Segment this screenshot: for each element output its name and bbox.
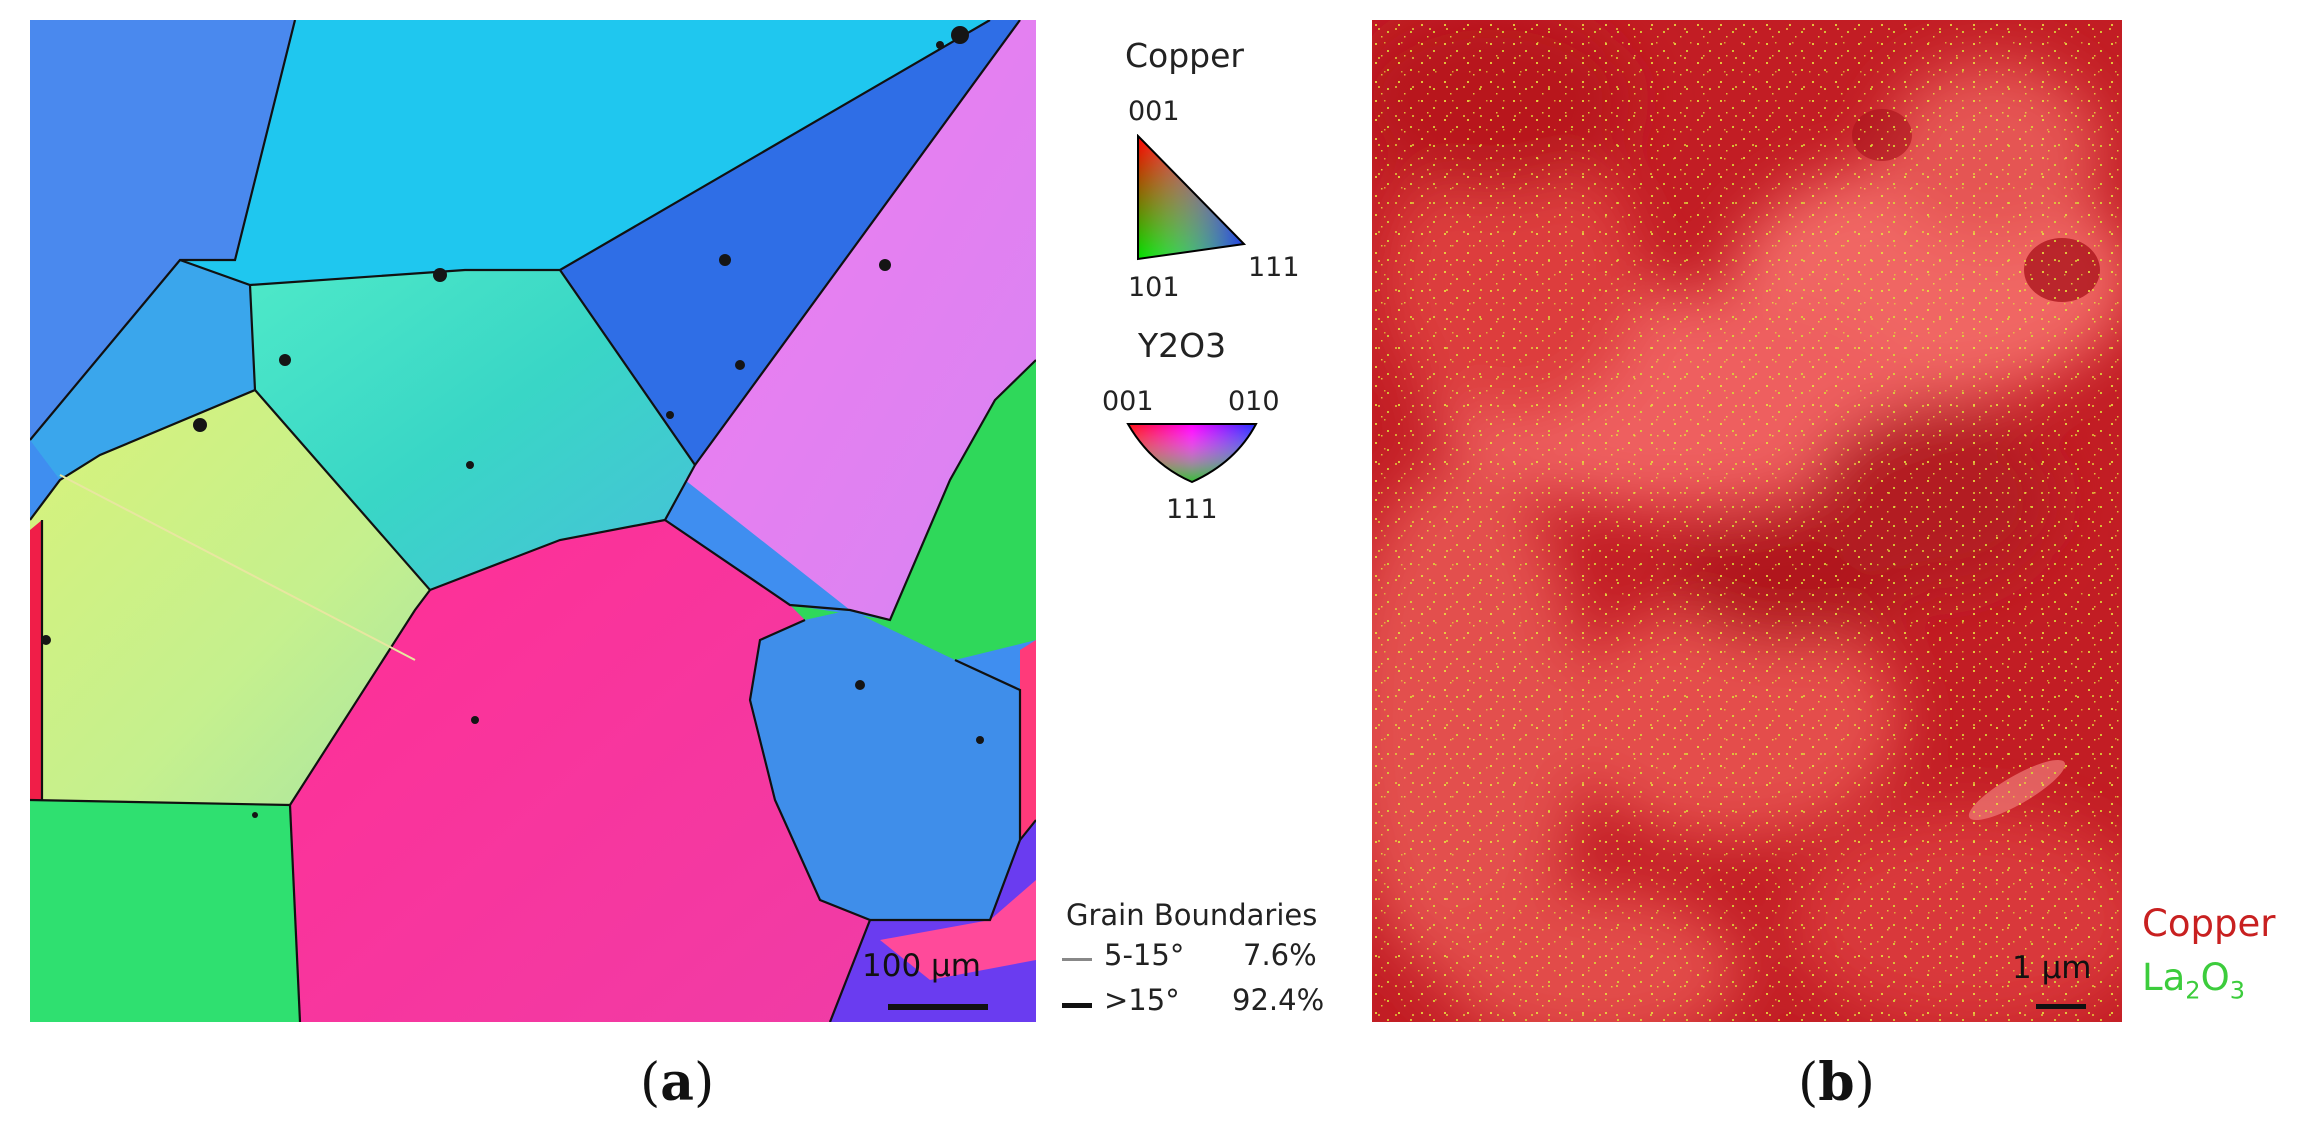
y2o3-legend-title: Y2O3 [1138,326,1227,365]
y2o3-ipf-triangle [1126,423,1258,484]
grain [880,880,1036,980]
scale-bar-a [888,1004,988,1010]
copper-vertex-111: 111 [1248,252,1300,283]
grain [30,390,430,805]
scale-bar-label-a: 100 µm [862,948,981,984]
gb-line-low [1062,958,1092,961]
gb-range-low: 5-15° [1104,938,1185,972]
copper-vertex-001: 001 [1128,96,1180,127]
ebsd-orientation-map [30,20,1036,1022]
grain [750,610,1020,920]
y2o3-vertex-111: 111 [1166,494,1218,525]
element-label-copper: Copper [2142,902,2276,945]
grain [685,20,1036,620]
eds-element-map [1372,20,2122,1022]
high-angle-boundaries [30,20,1036,1022]
gb-line-high [1062,1003,1092,1008]
grain [560,20,1020,480]
gb-range-high: >15° [1104,983,1180,1017]
grain [30,520,42,800]
grain-boundaries-title: Grain Boundaries [1066,898,1318,932]
y2o3-vertex-010: 010 [1228,386,1280,417]
element-label-la2o3: La2O3 [2142,956,2245,1005]
y2o3-vertex-001: 001 [1102,386,1154,417]
scale-bar-b [2036,1004,2086,1009]
gb-percent-high: 92.4% [1232,983,1325,1017]
grain [30,260,255,480]
grain [290,520,870,1022]
copper-vertex-101: 101 [1128,272,1180,303]
caption-a: (a) [640,1052,715,1113]
grain [30,20,295,440]
pores [41,26,984,818]
gb-percent-low: 7.6% [1243,938,1317,972]
scale-bar-label-b: 1 µm [2012,950,2092,986]
low-angle-boundary [59,474,416,661]
grain [180,20,990,285]
copper-ipf-triangle [1137,134,1247,261]
copper-legend-title: Copper [1125,36,1244,75]
caption-b: (b) [1798,1052,1875,1113]
grain [30,800,300,1022]
grain [790,360,1036,660]
grain [1020,640,1036,840]
